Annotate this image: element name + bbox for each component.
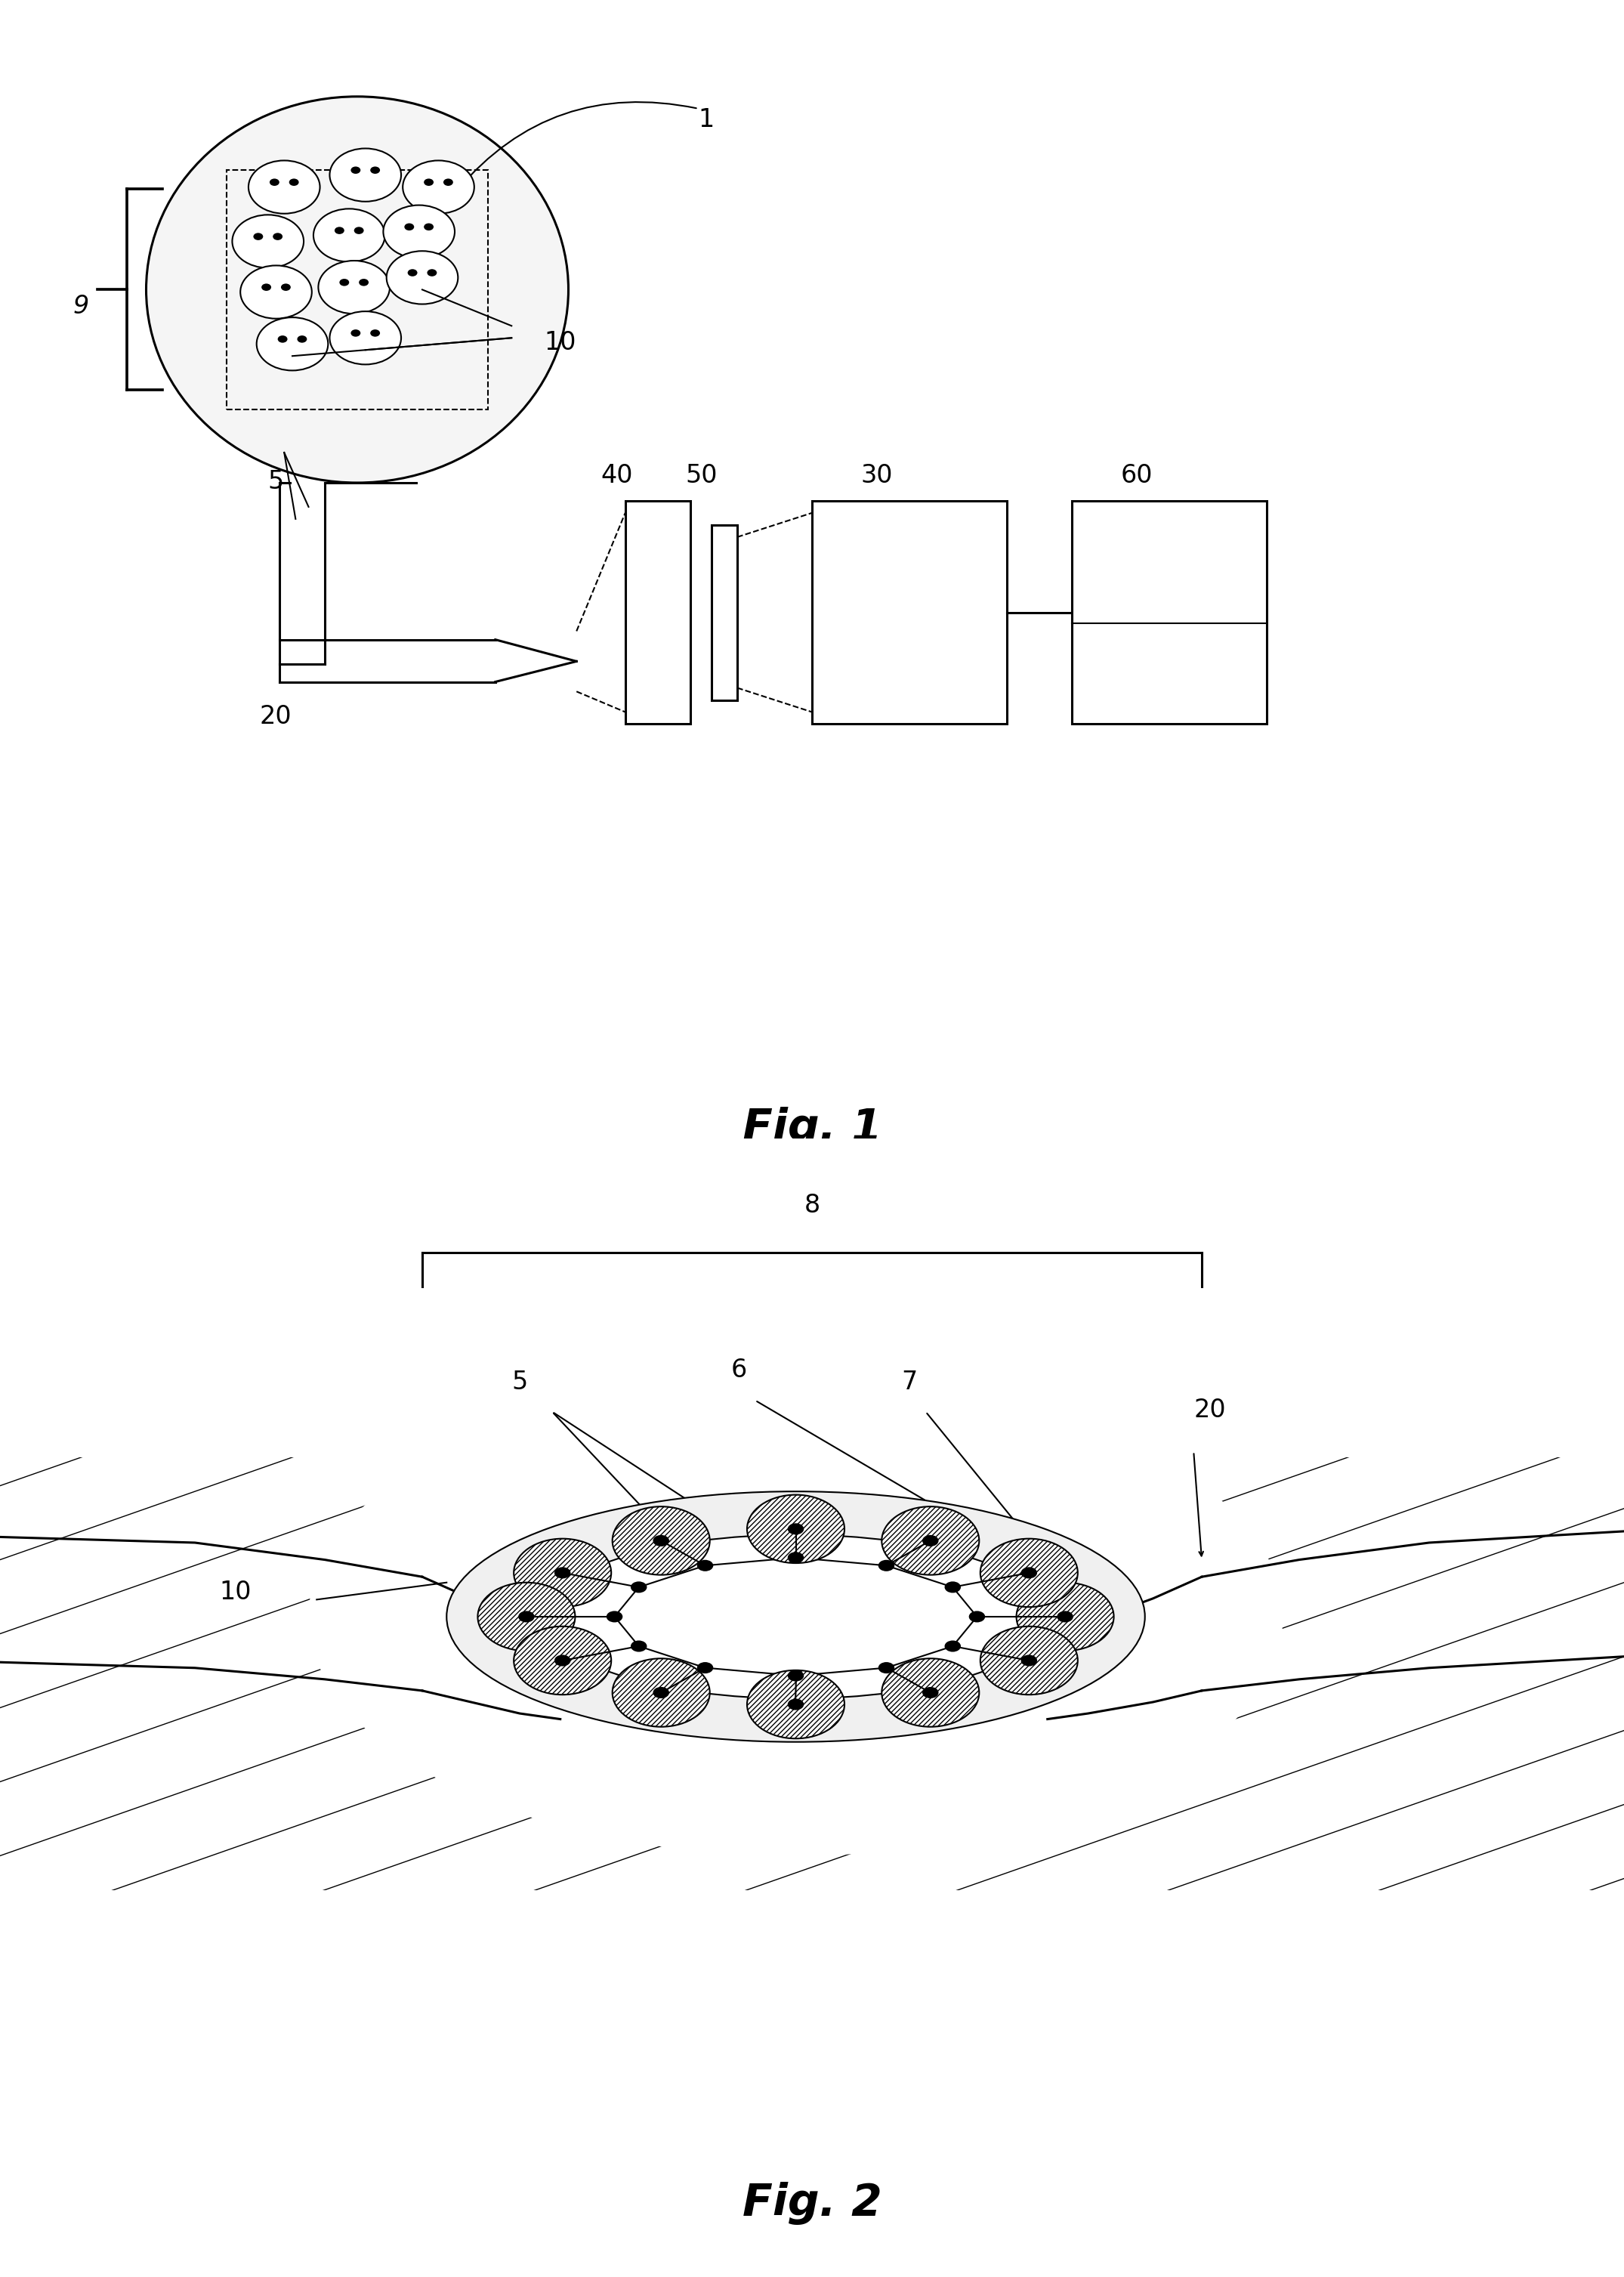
Ellipse shape [447, 1491, 1145, 1742]
Circle shape [270, 178, 279, 187]
Circle shape [922, 1687, 939, 1699]
Circle shape [232, 214, 304, 269]
Circle shape [253, 232, 263, 239]
Text: 8: 8 [804, 1193, 820, 1218]
Text: 40: 40 [601, 462, 633, 487]
Circle shape [477, 1583, 575, 1651]
Circle shape [330, 312, 401, 364]
Text: 10: 10 [544, 330, 577, 355]
Circle shape [240, 266, 312, 319]
Ellipse shape [309, 1378, 1283, 1856]
Circle shape [354, 228, 364, 235]
Circle shape [424, 223, 434, 230]
Circle shape [882, 1507, 979, 1576]
Circle shape [518, 1612, 534, 1621]
Circle shape [697, 1662, 713, 1674]
Circle shape [612, 1507, 710, 1576]
Ellipse shape [544, 1535, 1047, 1699]
Text: Fig. 1: Fig. 1 [742, 1107, 882, 1150]
Circle shape [554, 1655, 570, 1667]
Circle shape [318, 260, 390, 314]
Text: Fig. 2: Fig. 2 [742, 2181, 882, 2225]
Text: 1: 1 [698, 107, 715, 132]
Ellipse shape [146, 96, 568, 483]
Text: 50: 50 [685, 462, 718, 487]
Text: 10: 10 [219, 1580, 252, 1605]
Circle shape [443, 178, 453, 187]
Circle shape [630, 1639, 646, 1651]
Circle shape [273, 232, 283, 239]
Circle shape [981, 1626, 1078, 1694]
Circle shape [257, 317, 328, 371]
Circle shape [630, 1583, 646, 1594]
Bar [1072, 501, 1267, 724]
Circle shape [248, 159, 320, 214]
Circle shape [330, 148, 401, 203]
Circle shape [788, 1669, 804, 1680]
Circle shape [945, 1639, 961, 1651]
Circle shape [1021, 1567, 1038, 1578]
Circle shape [427, 269, 437, 276]
Circle shape [788, 1553, 804, 1564]
Circle shape [554, 1567, 570, 1578]
Circle shape [747, 1671, 844, 1740]
Bar [812, 501, 1007, 724]
Text: 30: 30 [861, 462, 893, 487]
Circle shape [879, 1662, 895, 1674]
Circle shape [879, 1560, 895, 1571]
Circle shape [278, 335, 287, 344]
Circle shape [261, 285, 271, 291]
Circle shape [970, 1612, 986, 1621]
Circle shape [403, 159, 474, 214]
Circle shape [370, 166, 380, 173]
Circle shape [697, 1560, 713, 1571]
Text: 60: 60 [1121, 462, 1153, 487]
Circle shape [788, 1699, 804, 1710]
Text: 9: 9 [73, 294, 89, 319]
Circle shape [922, 1535, 939, 1546]
Circle shape [612, 1658, 710, 1726]
Bar [711, 526, 737, 699]
Circle shape [1017, 1583, 1114, 1651]
Circle shape [945, 1583, 961, 1594]
Circle shape [513, 1539, 611, 1608]
Text: 20: 20 [1194, 1398, 1226, 1423]
Circle shape [359, 278, 369, 287]
Circle shape [351, 330, 361, 337]
Circle shape [339, 278, 349, 287]
Circle shape [387, 250, 458, 305]
Circle shape [1021, 1655, 1038, 1667]
Circle shape [882, 1658, 979, 1726]
Circle shape [383, 205, 455, 257]
Circle shape [424, 178, 434, 187]
Circle shape [1057, 1612, 1073, 1621]
Circle shape [981, 1539, 1078, 1608]
Circle shape [653, 1687, 669, 1699]
Circle shape [370, 330, 380, 337]
Bar [226, 171, 489, 410]
Circle shape [513, 1626, 611, 1694]
Text: 6: 6 [731, 1357, 747, 1382]
Circle shape [313, 209, 385, 262]
Bar [0, 1890, 1624, 2277]
Circle shape [297, 335, 307, 344]
Text: 5: 5 [268, 469, 284, 494]
Text: 20: 20 [260, 704, 292, 729]
Circle shape [335, 228, 344, 235]
Bar [0, 1116, 1624, 1457]
Circle shape [653, 1535, 669, 1546]
Text: 7: 7 [901, 1368, 918, 1394]
Circle shape [408, 269, 417, 276]
Circle shape [404, 223, 414, 230]
Circle shape [788, 1523, 804, 1535]
Bar [625, 501, 690, 724]
Circle shape [606, 1612, 622, 1621]
Circle shape [281, 285, 291, 291]
Text: 5: 5 [512, 1368, 528, 1394]
Circle shape [289, 178, 299, 187]
Circle shape [351, 166, 361, 173]
Circle shape [747, 1494, 844, 1562]
